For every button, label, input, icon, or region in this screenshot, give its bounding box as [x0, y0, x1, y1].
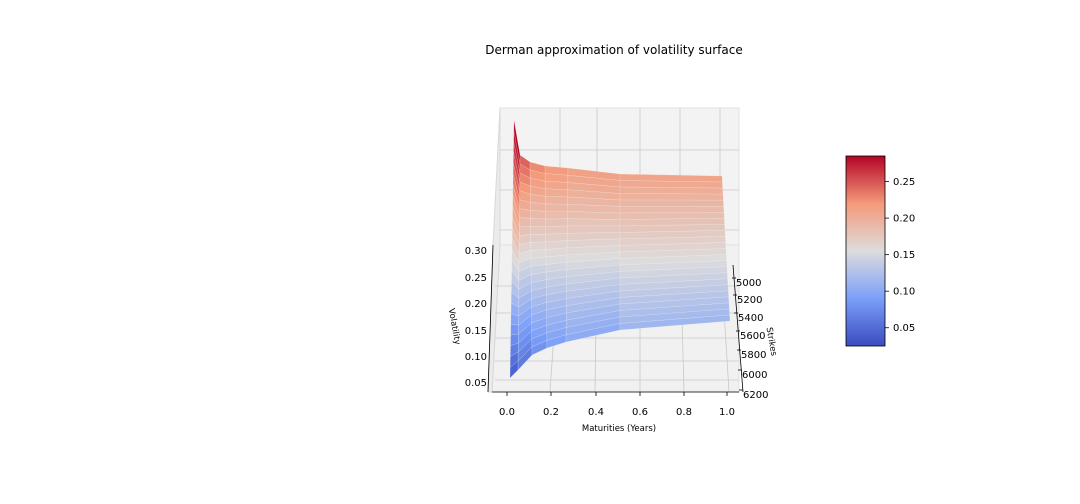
x-tick-label: 0.2 — [543, 407, 559, 418]
surface-facet — [544, 173, 569, 183]
left-pane — [487, 107, 501, 393]
z-tick-labels: 0.05 0.10 0.15 0.20 0.25 0.30 — [465, 246, 487, 389]
surface-facet — [530, 226, 546, 235]
x-tick-labels: 0.0 0.2 0.4 0.6 0.8 1.0 — [499, 392, 735, 418]
surface-facet — [510, 324, 519, 336]
colorbar-tick-label: 0.20 — [893, 214, 915, 225]
z-axis-label: Volatility — [446, 308, 462, 346]
z-tick-label: 0.30 — [465, 246, 487, 257]
y-tick-label: 6200 — [743, 390, 768, 401]
chart-title: Derman approximation of volatility surfa… — [485, 43, 743, 57]
x-tick-label: 0.8 — [676, 407, 692, 418]
colorbar-ticks: 0.05 0.10 0.15 0.20 0.25 — [885, 177, 915, 334]
x-tick-label: 1.0 — [719, 407, 735, 418]
surface-facet — [530, 210, 546, 220]
y-tick-label: 6000 — [742, 370, 767, 381]
surface-facet — [545, 188, 568, 198]
y-tick-label: 5600 — [740, 331, 765, 342]
colorbar-tick-label: 0.05 — [893, 323, 915, 334]
surface-facet — [530, 218, 546, 227]
y-axis-line — [732, 264, 744, 393]
surface-facet — [545, 225, 568, 235]
z-tick-label: 0.05 — [465, 378, 487, 389]
z-tick-label: 0.10 — [465, 352, 487, 363]
surface-facet — [619, 193, 724, 201]
surface-facet — [519, 226, 531, 236]
surface-facet — [619, 206, 725, 214]
z-tick-label: 0.15 — [465, 326, 487, 337]
z-tick-label: 0.20 — [465, 299, 487, 310]
surface-facet — [530, 241, 547, 251]
surface-facet — [567, 211, 621, 220]
colorbar-tick-label: 0.10 — [893, 287, 915, 298]
surface-facet — [619, 186, 724, 195]
surface-facet — [619, 314, 731, 331]
surface-facet — [567, 225, 621, 234]
x-axis-label: Maturities (Years) — [582, 424, 656, 434]
surface-facet — [619, 199, 724, 207]
z-axis-line — [487, 244, 494, 393]
x-tick-label: 0.6 — [632, 407, 648, 418]
surface-facet — [619, 180, 723, 189]
x-tick-label: 0.4 — [588, 407, 604, 418]
surface-facet — [519, 208, 531, 219]
y-tick-label: 5400 — [738, 313, 763, 324]
y-tick-label: 5000 — [736, 278, 761, 289]
surface-facet — [545, 203, 568, 212]
surface-facet — [545, 211, 568, 220]
colorbar-gradient — [845, 155, 886, 347]
surface-facet — [519, 217, 531, 227]
volatility-surface — [509, 119, 731, 379]
z-tick-label: 0.25 — [465, 273, 487, 284]
surface-facet — [545, 196, 568, 205]
surface-facet — [530, 201, 546, 212]
colorbar: 0.05 0.10 0.15 0.20 0.25 — [845, 155, 915, 347]
surface-facet — [545, 218, 568, 227]
x-tick-label: 0.0 — [499, 407, 515, 418]
y-tick-label: 5800 — [741, 350, 766, 361]
y-tick-labels: 5000 5200 5400 5600 5800 6000 6200 — [732, 277, 768, 401]
surface-facet — [530, 234, 547, 243]
surface-facet — [567, 218, 621, 227]
colorbar-tick-label: 0.25 — [893, 177, 915, 188]
y-tick-label: 5200 — [737, 295, 762, 306]
axis-lines — [487, 244, 744, 393]
surface-facet — [544, 180, 569, 190]
colorbar-tick-label: 0.15 — [893, 250, 915, 261]
